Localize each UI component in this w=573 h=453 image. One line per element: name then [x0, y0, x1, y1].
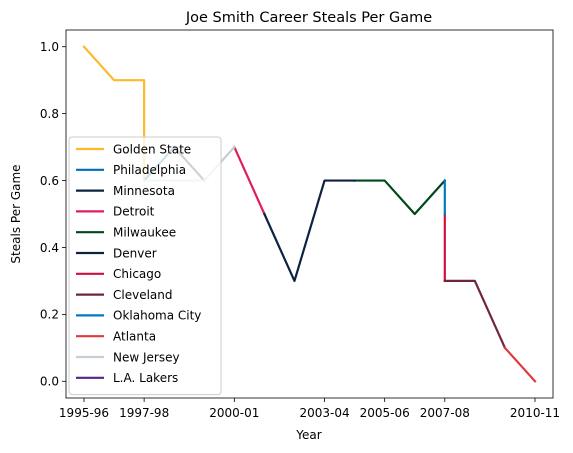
legend-label-denver: Denver	[113, 246, 157, 260]
chart-title: Joe Smith Career Steals Per Game	[185, 10, 432, 26]
series-line-cleveland	[443, 279, 507, 350]
y-tick-label: 0.6	[40, 174, 59, 188]
y-tick-label: 0.4	[40, 241, 59, 255]
series-line-atlanta	[503, 346, 537, 383]
legend-label-milwaukee: Milwaukee	[113, 226, 176, 240]
series-line-denver	[262, 179, 356, 283]
x-tick-label: 2007-08	[420, 406, 470, 420]
x-tick-label: 2005-06	[360, 406, 410, 420]
y-tick-label: 0.0	[40, 375, 59, 389]
legend-label-golden-state: Golden State	[113, 142, 191, 156]
legend-label-atlanta: Atlanta	[113, 330, 156, 344]
legend-box	[68, 136, 222, 396]
legend-label-oklahoma-city: Oklahoma City	[113, 309, 201, 323]
legend-label-new-jersey: New Jersey	[113, 350, 180, 364]
x-axis-label: Year	[295, 428, 321, 442]
series-line-milwaukee	[353, 178, 447, 216]
x-tick-label: 2010-11	[510, 406, 560, 420]
legend-label-cleveland: Cleveland	[113, 288, 173, 302]
y-tick-label: 0.8	[40, 107, 59, 121]
legend-label-chicago: Chicago	[113, 267, 161, 281]
y-tick-label: 1.0	[40, 40, 59, 54]
plot-frame	[65, 29, 554, 399]
y-tick-label: 0.2	[40, 308, 59, 322]
y-axis: 0.0 0.2 0.4 0.6 0.8 1.0	[40, 40, 66, 389]
legend-label-detroit: Detroit	[113, 205, 155, 219]
x-tick-label: 2003-04	[299, 406, 349, 420]
series-line-golden-state	[82, 45, 146, 182]
legend-label-l-a-lakers: L.A. Lakers	[113, 371, 178, 385]
x-tick-label: 1995-96	[59, 406, 109, 420]
x-tick-label: 2000-01	[209, 406, 259, 420]
y-axis-label: Steals Per Game	[9, 164, 23, 263]
x-axis: 1995-96 1997-98 2000-01 2003-04 2005-06 2007-…	[59, 398, 560, 420]
x-tick-label: 1997-98	[119, 406, 169, 420]
legend-label-philadelphia: Philadelphia	[113, 163, 186, 177]
series-line-detroit	[232, 145, 266, 216]
legend-label-minnesota: Minnesota	[113, 184, 175, 198]
legend: Golden State Philadelphia Minnesota Detroit…	[68, 136, 222, 396]
